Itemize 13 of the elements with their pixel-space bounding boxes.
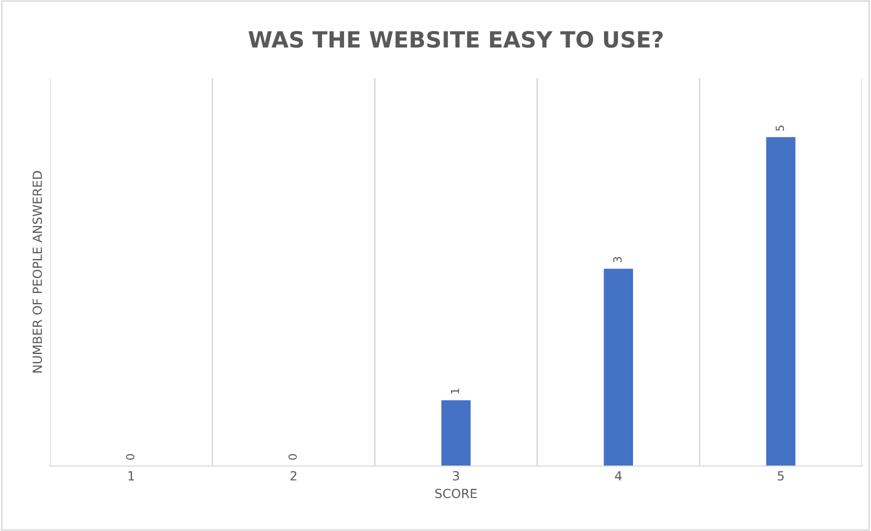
x-tick-label: 4 xyxy=(615,471,622,480)
x-tick-label: 5 xyxy=(778,471,784,481)
x-axis-title: SCORE xyxy=(435,488,477,498)
data-label: 1 xyxy=(450,388,460,394)
x-tick-label: 3 xyxy=(452,471,459,481)
data-label: 0 xyxy=(126,454,134,460)
data-label: 5 xyxy=(776,126,784,131)
y-axis-title: NUMBER OF PEOPLE ANSWERED xyxy=(32,171,42,372)
data-label: 0 xyxy=(288,454,297,460)
x-tick-label: 1 xyxy=(128,471,134,480)
x-tick-label: 2 xyxy=(290,471,296,480)
chart-title: WAS THE WEBSITE EASY TO USE? xyxy=(248,30,663,48)
data-label: 3 xyxy=(613,256,622,262)
